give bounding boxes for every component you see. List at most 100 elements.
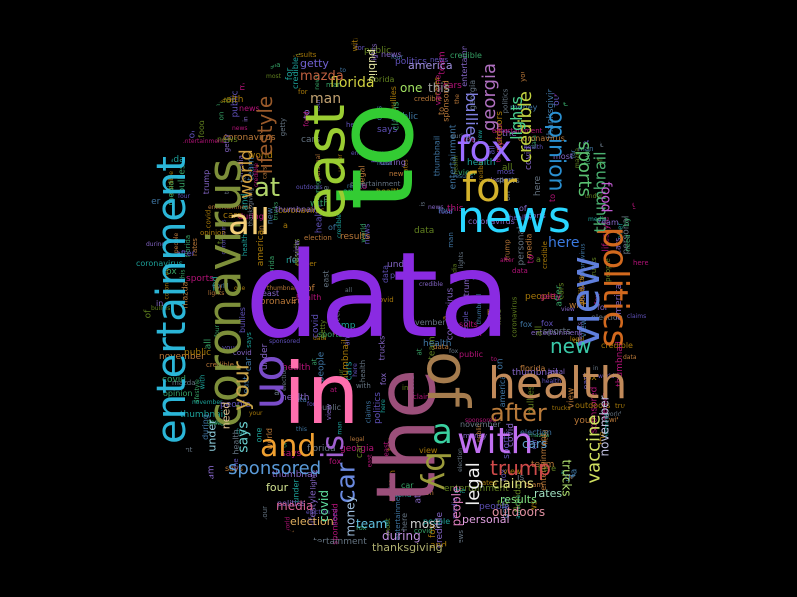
noise-fragment: election [201,96,237,106]
noise-fragment: to [312,541,320,549]
word-on: on [248,354,300,410]
noise-fragment: thumbnail [267,285,298,292]
word-entertainment: entertainment [148,156,195,444]
word-getty: getty [300,57,329,70]
noise-fragment: cars [301,135,320,145]
noise-fragment: outdoors [575,401,611,410]
noise-fragment: in [156,299,164,308]
noise-fragment: rates [232,513,250,521]
noise-fragment: man [596,522,604,536]
noise-fragment: fox [163,267,177,277]
word-world: world [235,149,257,199]
noise-fragment: trucks [552,405,571,412]
noise-fragment: with [569,301,589,311]
noise-fragment: during [238,212,264,221]
noise-fragment: this [603,81,620,91]
noise-fragment: results [347,183,368,190]
noise-fragment: one [583,506,597,514]
noise-fragment: rates [534,71,550,78]
cloud-background-noise: credible of mazda says fox getty food of man lega… [134,36,650,552]
noise-fragment: entertainment [350,180,401,188]
noise-fragment: fox [583,373,597,383]
noise-fragment: under [134,197,161,207]
noise-fragment: team [149,481,159,503]
noise-fragment: florida [520,364,546,373]
noise-fragment: news [217,135,238,144]
noise-fragment: sports [496,176,518,184]
noise-fragment: your [463,329,484,339]
word-results: results [500,493,537,506]
noise-fragment: politics [395,57,427,67]
noise-fragment: to [340,67,347,74]
noise-fragment: a [536,255,541,264]
noise-fragment: and [343,187,359,196]
noise-fragment: election [487,177,511,184]
word-election: election [290,515,334,528]
noise-fragment: all [534,325,545,337]
noise-fragment: to [491,356,498,363]
noise-fragment: with [310,199,330,209]
noise-fragment: data [386,191,400,198]
noise-fragment: four [514,539,523,552]
noise-fragment: view [561,306,575,313]
noise-fragment: the [454,487,466,495]
noise-fragment: man [326,81,342,89]
word-bullies: bullies [461,92,481,144]
noise-fragment: health [376,187,402,196]
noise-fragment: for [597,303,608,312]
noise-fragment: in [402,384,409,392]
noise-fragment: sports [318,330,343,339]
word-with: with [457,421,534,462]
noise-fragment: sports [175,502,194,509]
word-is: is [315,435,351,459]
noise-fragment: thumbnail [272,470,318,480]
noise-fragment: says [593,41,603,59]
noise-fragment: says [281,449,302,459]
noise-fragment: new [539,66,558,76]
noise-fragment: under [387,260,414,270]
noise-fragment: four [261,505,270,521]
word-your: your [229,361,255,411]
noise-fragment: personal [266,48,301,57]
noise-fragment: opinion [163,389,193,398]
noise-fragment: money [510,103,538,112]
noise-fragment: of [519,204,527,213]
noise-fragment: getty [456,271,478,280]
noise-fragment: fox [356,524,367,532]
noise-fragment: here [538,464,557,473]
noise-fragment: for [298,88,308,96]
noise-fragment: health [215,95,244,105]
noise-fragment: news [286,256,310,266]
noise-fragment: of [306,284,315,294]
noise-fragment: all [502,163,513,173]
noise-fragment: here [559,41,573,48]
noise-fragment: coronavirus [510,296,519,338]
noise-fragment: sponsored [465,417,497,424]
noise-fragment: data [291,396,307,404]
noise-fragment: media [626,54,650,64]
noise-fragment: fox [541,319,554,328]
noise-fragment: november [405,318,446,327]
noise-fragment: man [137,124,147,142]
noise-fragment: entertainment [351,150,395,157]
noise-fragment: sponsored [269,338,301,345]
noise-fragment: with [350,36,360,52]
noise-fragment: world [605,411,622,418]
noise-fragment: lights [208,290,225,297]
noise-fragment: entertainment [181,138,225,145]
noise-fragment: legal [548,368,565,376]
noise-fragment: thanksgiving [253,517,262,552]
word-thanksgiving: thanksgiving [372,541,443,554]
noise-fragment: lifestyle [147,67,175,75]
noise-fragment: health [281,393,310,403]
noise-fragment: public [317,403,342,412]
noise-fragment: public [391,112,419,122]
noise-fragment: georgia [586,529,613,537]
noise-fragment: fox [289,255,302,264]
noise-fragment: coronavirus [278,206,325,215]
noise-fragment: is [143,461,150,470]
noise-fragment: credible [419,281,443,288]
word-people: people [449,485,464,527]
word-one: one [400,81,423,95]
